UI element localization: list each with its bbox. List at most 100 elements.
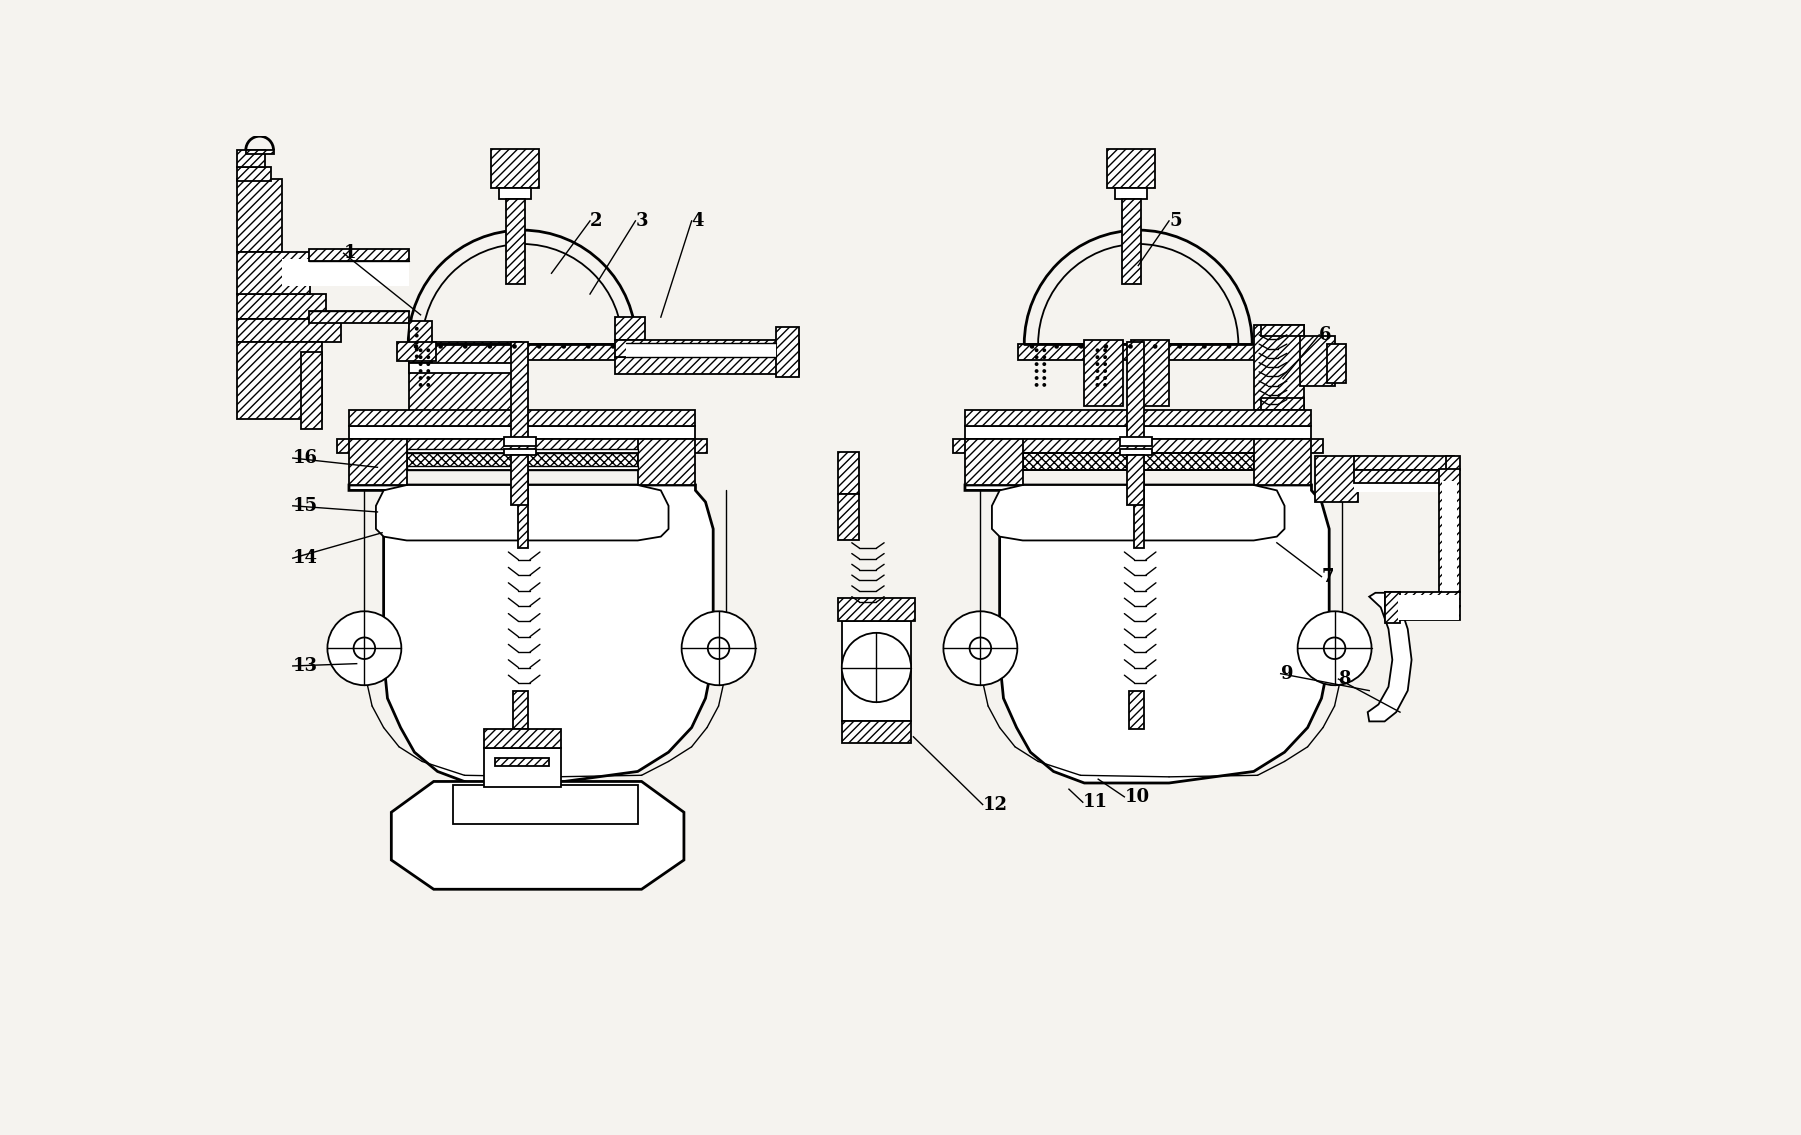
Circle shape [1153,344,1158,348]
Bar [1261,325,1304,336]
Bar [492,150,538,187]
Text: 16: 16 [294,449,317,468]
Bar [1315,456,1358,502]
Bar [1439,469,1461,592]
Bar [1300,336,1335,386]
Bar [238,178,283,252]
Bar [1385,592,1461,606]
Circle shape [353,638,375,659]
Text: 6: 6 [1318,326,1331,344]
Bar [283,260,409,286]
Bar [238,252,310,294]
Bar [499,187,531,200]
Bar [245,150,274,154]
Bar [638,439,695,485]
Bar [409,363,520,372]
Circle shape [1095,348,1099,352]
Bar [506,200,524,284]
Bar [484,748,560,787]
Circle shape [418,369,423,373]
Bar [1127,342,1144,442]
Circle shape [427,376,430,380]
Bar [504,437,537,446]
Circle shape [1201,344,1207,348]
Circle shape [1095,362,1099,367]
Bar [1108,150,1154,187]
Bar [484,729,560,748]
Circle shape [418,362,423,367]
Bar [965,439,1023,485]
Circle shape [328,612,402,686]
Circle shape [1104,369,1108,373]
Circle shape [427,362,430,367]
Bar [1261,398,1304,410]
Polygon shape [992,485,1284,540]
Bar [1354,456,1453,470]
Circle shape [585,344,591,348]
Bar [614,358,800,375]
Bar [1399,595,1459,620]
Bar [837,452,859,494]
Bar [349,427,695,439]
Circle shape [1226,344,1232,348]
Circle shape [418,376,423,380]
Bar [407,448,638,453]
Text: 14: 14 [294,549,317,568]
Circle shape [463,344,468,348]
Circle shape [418,382,423,387]
Bar [409,321,432,363]
Bar [409,342,520,419]
Circle shape [1043,369,1046,373]
Circle shape [708,638,729,659]
Bar [517,471,528,548]
Circle shape [414,327,418,330]
Text: 4: 4 [692,212,704,230]
Bar [953,439,1324,453]
Bar [511,342,528,442]
Bar [238,167,272,180]
Bar [1354,470,1453,484]
Circle shape [427,369,430,373]
Circle shape [1034,376,1039,380]
Bar [1133,471,1144,548]
Bar [511,455,528,505]
Bar [349,410,695,427]
Circle shape [1104,344,1108,348]
Text: 9: 9 [1281,665,1293,682]
Polygon shape [1367,592,1412,722]
Circle shape [1104,376,1108,380]
Text: 15: 15 [294,497,319,515]
Bar [398,342,436,361]
Circle shape [611,344,616,348]
Circle shape [418,348,423,352]
Circle shape [414,347,418,352]
Bar [841,722,911,743]
Bar [1120,437,1153,446]
Bar [1018,344,1259,360]
Bar [238,294,326,319]
Bar [513,690,528,729]
Bar [1131,340,1169,405]
Circle shape [418,355,423,359]
Bar [776,327,800,377]
Circle shape [1127,344,1133,348]
Polygon shape [965,485,1329,783]
Circle shape [537,344,542,348]
Circle shape [1054,344,1059,348]
Circle shape [427,355,430,359]
Circle shape [1095,369,1099,373]
Circle shape [1034,355,1039,359]
Bar [1354,465,1453,491]
Circle shape [1095,355,1099,359]
Circle shape [1043,348,1046,352]
Circle shape [562,344,566,348]
Bar [1115,187,1147,200]
Polygon shape [391,782,684,889]
Circle shape [1030,344,1034,348]
Bar [614,317,645,340]
Polygon shape [376,485,668,540]
Bar [1129,690,1144,729]
Circle shape [1034,362,1039,367]
Circle shape [969,638,991,659]
Bar [301,352,322,429]
